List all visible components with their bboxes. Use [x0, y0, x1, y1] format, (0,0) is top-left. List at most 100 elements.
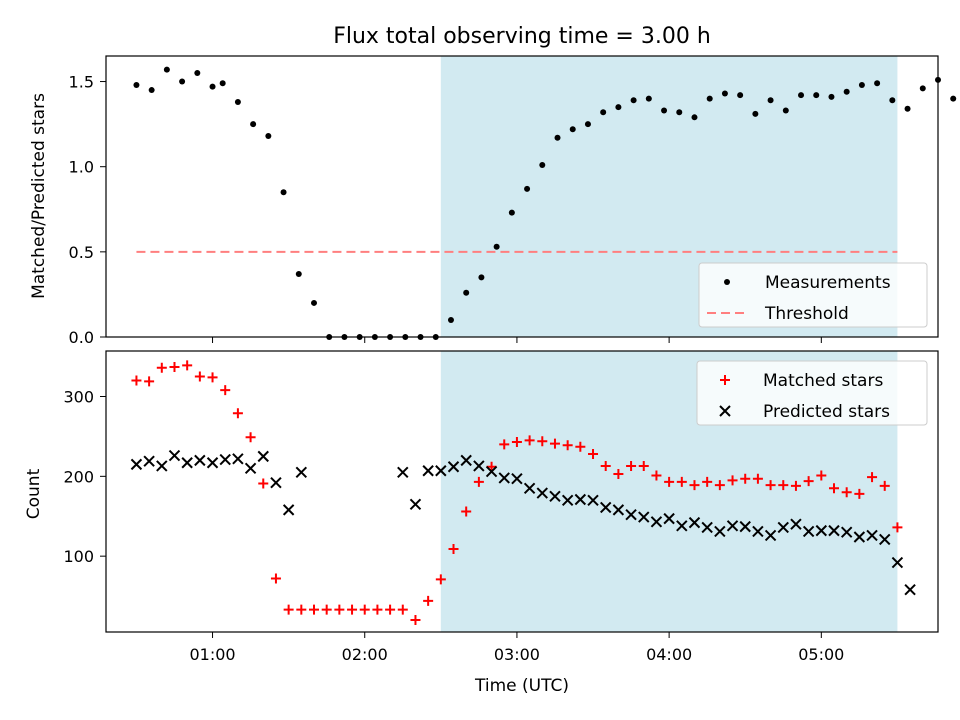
matched-star-point: [613, 468, 624, 479]
predicted-star-point: [536, 487, 549, 499]
matched-star-point: [854, 488, 865, 499]
predicted-star-point: [397, 466, 409, 479]
matched-star-point: [765, 480, 776, 491]
predicted-star-point: [638, 511, 650, 523]
matched-star-point: [283, 604, 294, 615]
measurement-point: [508, 209, 515, 216]
bottom-y-axis-label: Count: [24, 468, 44, 519]
measurement-point: [179, 78, 186, 85]
predicted-star-point: [650, 516, 663, 528]
measurement-point: [645, 95, 652, 102]
matched-star-point: [232, 408, 243, 419]
matched-star-point: [359, 604, 370, 615]
matched-star-point: [499, 439, 510, 450]
matched-star-point: [537, 436, 548, 447]
predicted-star-point: [599, 501, 612, 514]
legend-label: Measurements: [765, 273, 891, 293]
predicted-star-point: [625, 508, 637, 521]
measurement-point: [752, 110, 759, 117]
predicted-star-point: [853, 531, 866, 543]
legend-label: Matched stars: [763, 371, 883, 391]
measurement-point: [919, 85, 926, 92]
bottom-y-tick-label: 200: [63, 467, 94, 486]
measurement-point: [163, 66, 170, 73]
measurement-point: [234, 98, 241, 105]
legend-marker-plus: [720, 375, 730, 385]
predicted-star-point: [206, 457, 219, 469]
measurement-point: [493, 243, 500, 250]
predicted-star-point: [168, 449, 181, 462]
predicted-star-point: [764, 529, 777, 542]
measurement-point: [706, 95, 713, 102]
top-y-tick-label: 0.0: [69, 328, 94, 347]
matched-star-point: [397, 604, 408, 615]
matched-star-point: [258, 478, 269, 489]
measurement-point: [950, 95, 957, 102]
measurement-point: [539, 161, 546, 168]
measurement-point: [194, 70, 201, 77]
measurement-point: [615, 104, 622, 111]
measurement-point: [280, 189, 287, 196]
matched-star-point: [486, 461, 497, 472]
predicted-star-point: [485, 465, 498, 478]
measurement-point: [813, 92, 820, 99]
top-y-tick-label: 1.5: [69, 73, 94, 92]
measurement-point: [447, 316, 454, 323]
legend-label: Threshold: [764, 304, 849, 324]
predicted-star-point: [435, 465, 447, 477]
predicted-star-point: [549, 490, 561, 502]
matched-star-point: [549, 438, 560, 449]
matched-star-point: [676, 476, 687, 487]
predicted-star-point: [866, 529, 878, 542]
bottom-x-tick-label: 04:00: [646, 645, 692, 664]
measurement-point: [798, 92, 805, 99]
x-axis-label: Time (UTC): [474, 676, 569, 696]
matched-star-point: [309, 604, 319, 615]
predicted-star-point: [511, 473, 523, 485]
measurement-point: [295, 270, 302, 277]
predicted-star-point: [409, 498, 422, 510]
matched-star-point: [194, 371, 205, 382]
top-y-axis-label: Matched/Predicted stars: [29, 93, 49, 299]
top-y-tick-label: 1.0: [69, 158, 94, 177]
predicted-star-point: [676, 520, 688, 532]
matched-star-point: [220, 385, 231, 396]
measurement-point: [889, 97, 896, 104]
predicted-star-point: [232, 453, 244, 465]
matched-star-point: [410, 615, 421, 626]
measurement-point: [600, 109, 607, 116]
matched-star-point: [714, 480, 725, 491]
measurement-point: [265, 133, 272, 140]
predicted-star-point: [270, 477, 282, 489]
measurement-point: [676, 109, 683, 116]
matched-star-point: [270, 573, 281, 584]
predicted-star-point: [688, 516, 701, 529]
legend-label: Predicted stars: [763, 402, 890, 422]
matched-star-point: [752, 473, 763, 484]
measurement-point: [904, 105, 911, 112]
measurement-point: [554, 134, 561, 141]
measurement-point: [478, 274, 485, 281]
measurement-point: [630, 97, 637, 104]
bottom-x-tick-label: 05:00: [798, 645, 844, 664]
matched-star-point: [156, 362, 167, 373]
predicted-star-point: [447, 461, 460, 473]
matched-star-point: [740, 473, 751, 484]
chart-title: Flux total observing time = 3.00 h: [333, 24, 711, 49]
matched-star-point: [867, 472, 878, 483]
predicted-star-point: [473, 460, 485, 472]
matched-star-point: [892, 522, 903, 533]
measurement-point: [219, 80, 226, 87]
matched-star-point: [182, 360, 193, 371]
predicted-star-point: [840, 526, 853, 538]
matched-star-point: [689, 480, 700, 491]
matched-star-point: [803, 476, 814, 487]
bottom-series-1: [131, 360, 903, 626]
bottom-x-tick-label: 01:00: [189, 645, 235, 664]
predicted-star-point: [790, 518, 802, 530]
predicted-star-point: [244, 462, 257, 475]
measurement-point: [250, 121, 257, 128]
matched-star-point: [423, 595, 434, 606]
predicted-star-point: [295, 466, 308, 479]
